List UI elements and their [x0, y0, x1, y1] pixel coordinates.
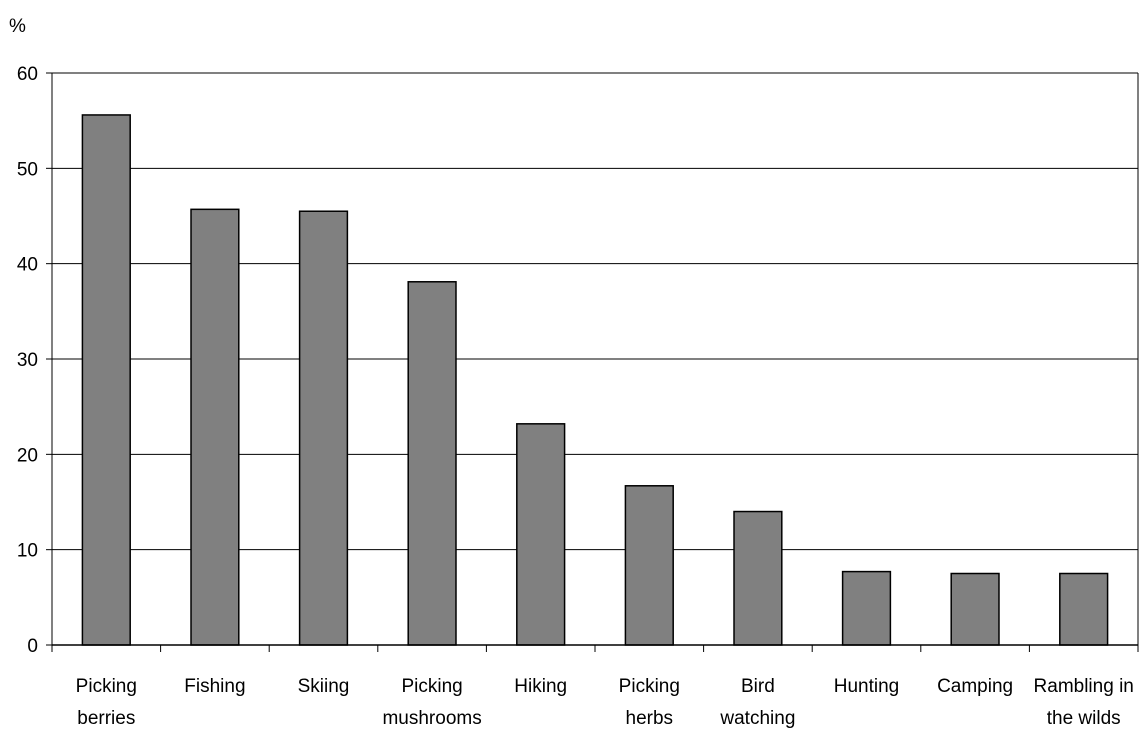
- x-category-labels: Picking berries Fishing Skiing Picking mushro…: [76, 676, 1134, 729]
- bar: [841, 570, 892, 646]
- y-tick-label: 10: [17, 541, 38, 562]
- x-category-label: Fishing: [184, 676, 245, 697]
- x-category-label: Hunting: [834, 676, 900, 697]
- bar: [81, 114, 131, 646]
- bars: [81, 114, 1109, 646]
- x-category-label: Camping: [937, 676, 1013, 697]
- y-axis-unit-label: %: [9, 16, 26, 37]
- bar: [733, 510, 783, 646]
- y-tick-labels: 0 10 20 30 40 50 60: [17, 64, 38, 657]
- x-category-label: Picking herbs: [619, 676, 680, 729]
- x-category-label: Skiing: [298, 676, 350, 697]
- bar: [516, 423, 566, 646]
- y-tick-label: 30: [17, 350, 38, 371]
- x-category-label: Picking berries: [76, 676, 137, 729]
- bar: [407, 281, 457, 646]
- y-tick-label: 60: [17, 64, 38, 85]
- axes: [46, 72, 1139, 652]
- x-category-label: Picking mushrooms: [382, 676, 481, 729]
- x-category-label: Rambling in the wilds: [1034, 676, 1134, 729]
- y-tick-label: 50: [17, 159, 38, 180]
- bar: [950, 572, 1000, 646]
- y-tick-label: 0: [27, 636, 38, 657]
- x-category-label: Hiking: [514, 676, 567, 697]
- bar: [298, 210, 349, 646]
- bar: [190, 208, 240, 646]
- x-category-label: Bird watching: [719, 676, 795, 729]
- y-tick-label: 40: [17, 255, 38, 276]
- y-tick-label: 20: [17, 445, 38, 466]
- bar: [624, 485, 674, 646]
- bar: [1059, 572, 1109, 646]
